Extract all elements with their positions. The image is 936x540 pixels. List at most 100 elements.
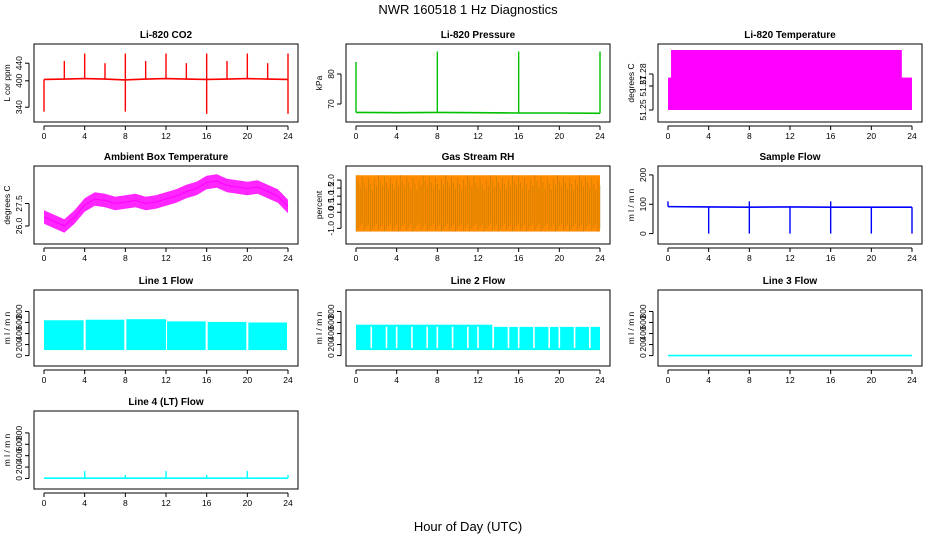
x-tick-label: 12: [785, 253, 795, 263]
data-gap: [477, 326, 479, 349]
x-tick-label: 8: [435, 131, 440, 141]
x-tick-label: 16: [202, 253, 212, 263]
x-tick-label: 8: [435, 253, 440, 263]
y-tick-label: 600: [14, 315, 24, 329]
y-tick-label: -1.0: [326, 221, 336, 236]
x-tick-label: 0: [666, 253, 671, 263]
data-layer: [667, 201, 913, 234]
x-tick-label: 16: [202, 498, 212, 508]
x-tick-label: 20: [555, 131, 565, 141]
x-tick-label: 20: [555, 253, 565, 263]
y-tick-label: 200: [326, 337, 336, 351]
y-tick-label: 51.25: [638, 99, 648, 121]
y-tick-label: 80: [326, 69, 336, 79]
x-tick-label: 8: [123, 131, 128, 141]
x-tick-label: 20: [243, 498, 253, 508]
data-layer: [43, 174, 289, 233]
y-tick-label: 0: [326, 353, 336, 358]
panel-title: Sample Flow: [759, 152, 820, 163]
data-gap: [533, 326, 535, 349]
y-tick-label: 1.5: [326, 182, 336, 194]
y-tick-label: 51.28: [638, 63, 648, 85]
x-tick-label: 4: [82, 498, 87, 508]
x-tick-label: 12: [473, 375, 483, 385]
data-band: [85, 319, 125, 351]
x-tick-label: 4: [394, 131, 399, 141]
plot-frame: [33, 410, 299, 490]
data-gap: [426, 326, 428, 349]
x-tick-label: 8: [123, 253, 128, 263]
y-tick-label: 1.0: [326, 190, 336, 202]
x-tick-label: 12: [473, 131, 483, 141]
x-tick-label: 4: [394, 253, 399, 263]
y-tick-label: 70: [326, 99, 336, 109]
x-tick-label: 12: [161, 375, 171, 385]
chart-panel: Line 4 (LT) Flow m l / m n 0 4 8 12 16 20 24 0 200…: [2, 397, 299, 508]
data-gap: [492, 326, 495, 349]
data-layer: [355, 51, 601, 115]
data-gap: [558, 326, 561, 349]
y-tick-label: 600: [14, 437, 24, 451]
data-gap: [507, 326, 510, 349]
y-tick-label: 200: [14, 460, 24, 474]
x-tick-label: 8: [747, 253, 752, 263]
y-axis-label: m l / m n: [626, 188, 636, 221]
panel-title: Line 1 Flow: [139, 276, 194, 287]
y-tick-label: 200: [638, 168, 648, 182]
data-gap: [385, 326, 388, 349]
y-tick-label: 400: [14, 448, 24, 462]
x-tick-label: 8: [435, 375, 440, 385]
y-tick-label: 0: [14, 476, 24, 481]
chart-panel: Ambient Box Temperature degrees C 0 4 8 12 16 2…: [2, 152, 299, 263]
data-gap: [589, 326, 591, 349]
x-tick-label: 8: [747, 131, 752, 141]
y-axis-label: m l / m n: [2, 311, 12, 344]
x-tick-label: 16: [202, 375, 212, 385]
x-tick-label: 20: [243, 375, 253, 385]
y-tick-label: 0.5: [326, 198, 336, 210]
x-tick-label: 12: [785, 375, 795, 385]
data-band: [671, 50, 902, 110]
data-gap: [517, 326, 520, 349]
panel-title: Ambient Box Temperature: [104, 152, 229, 163]
data-layer: [668, 50, 912, 110]
data-band: [207, 321, 247, 351]
data-band: [356, 324, 493, 351]
plot-frame: [345, 165, 611, 245]
x-tick-label: 0: [354, 375, 359, 385]
x-tick-label: 0: [42, 131, 47, 141]
x-tick-label: 4: [706, 131, 711, 141]
data-layer: [44, 319, 287, 351]
y-axis-label: m l / m n: [626, 311, 636, 344]
y-axis-label: m l / m n: [2, 433, 12, 466]
y-axis-label: L cor ppm: [2, 64, 12, 101]
y-tick-label: 440: [14, 56, 24, 70]
x-tick-label: 24: [283, 131, 293, 141]
y-tick-label: 400: [14, 73, 24, 87]
x-tick-label: 16: [514, 131, 524, 141]
data-layer: [355, 175, 601, 232]
chart-panel: Line 1 Flow m l / m n 0 4 8 12 16 20 24 0 20040060…: [2, 276, 299, 385]
y-tick-label: 0: [14, 353, 24, 358]
data-gap: [548, 326, 550, 349]
plot-frame: [33, 289, 299, 367]
data-band: [248, 322, 287, 351]
x-tick-label: 8: [123, 375, 128, 385]
plot-frame: [33, 165, 299, 245]
y-tick-label: 27.5: [14, 195, 24, 212]
x-tick-label: 8: [123, 498, 128, 508]
x-tick-label: 24: [283, 375, 293, 385]
x-tick-label: 24: [907, 131, 917, 141]
x-tick-label: 24: [595, 131, 605, 141]
y-tick-label: 400: [638, 326, 648, 340]
x-tick-label: 0: [666, 375, 671, 385]
x-tick-label: 20: [555, 375, 565, 385]
y-axis-label: kPa: [314, 75, 324, 90]
x-tick-label: 12: [785, 131, 795, 141]
data-series-line: [43, 77, 289, 81]
x-tick-label: 0: [666, 131, 671, 141]
data-band: [44, 320, 84, 351]
x-tick-label: 20: [867, 375, 877, 385]
